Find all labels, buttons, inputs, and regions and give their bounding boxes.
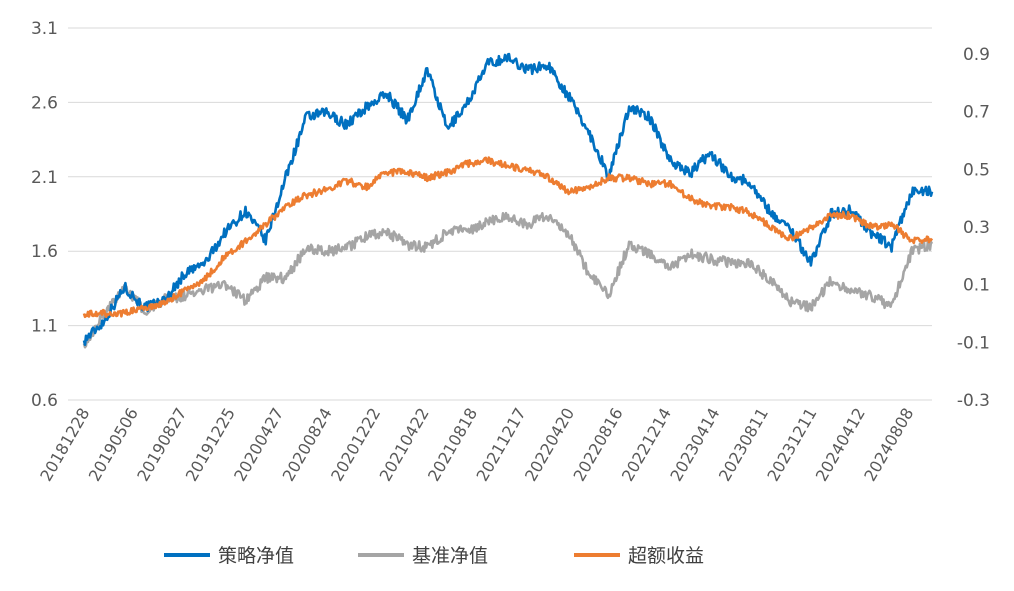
right-axis-ticks: 0.9 0.7 0.5 0.3 0.1 -0.1 -0.3: [957, 45, 990, 411]
right-tick-label: 0.3: [963, 218, 990, 238]
x-axis-ticks: 2018122820190506201908272019122520200427…: [36, 405, 917, 485]
x-tick-label: 20210422: [376, 405, 433, 485]
left-axis-ticks: 3.1 2.6 2.1 1.6 1.1 0.6: [31, 19, 58, 411]
left-tick-label: 2.1: [31, 168, 58, 188]
x-tick-label: 20190506: [85, 405, 142, 485]
x-tick-label: 20191225: [182, 405, 239, 485]
series-line-1: [82, 211, 934, 349]
legend-label: 基准净值: [412, 545, 488, 567]
x-tick-label: 20230811: [715, 405, 772, 485]
x-tick-label: 20211217: [473, 405, 530, 485]
x-tick-label: 20220420: [521, 405, 578, 485]
legend: 策略净值 基准净值 超额收益: [164, 545, 704, 567]
x-tick-label: 20200824: [279, 405, 336, 485]
x-tick-label: 20231211: [763, 405, 820, 485]
right-tick-label: 0.7: [963, 103, 990, 123]
x-tick-label: 20230414: [666, 405, 723, 485]
series-lines: [82, 52, 934, 349]
x-tick-label: 20210818: [424, 405, 481, 485]
legend-label: 超额收益: [628, 545, 704, 567]
gridlines: [68, 27, 932, 401]
x-tick-label: 20190827: [133, 405, 190, 485]
legend-label: 策略净值: [218, 545, 294, 567]
series-line-2: [82, 156, 934, 319]
series-line-0: [82, 52, 934, 346]
x-tick-label: 20221214: [618, 405, 675, 485]
left-tick-label: 1.1: [31, 317, 58, 337]
x-tick-label: 20201222: [327, 405, 384, 485]
x-tick-label: 20240412: [812, 405, 869, 485]
left-tick-label: 0.6: [31, 391, 58, 411]
right-tick-label: 0.1: [963, 276, 990, 296]
right-tick-label: -0.3: [957, 391, 990, 411]
right-tick-label: 0.9: [963, 45, 990, 65]
x-tick-label: 20240808: [860, 405, 917, 485]
x-tick-label: 20200427: [230, 405, 287, 485]
right-tick-label: 0.5: [963, 160, 990, 180]
left-tick-label: 1.6: [31, 242, 58, 262]
x-tick-label: 20181228: [36, 405, 93, 485]
left-tick-label: 2.6: [31, 93, 58, 113]
right-tick-label: -0.1: [957, 333, 990, 353]
left-tick-label: 3.1: [31, 19, 58, 39]
x-tick-label: 20220816: [569, 405, 626, 485]
